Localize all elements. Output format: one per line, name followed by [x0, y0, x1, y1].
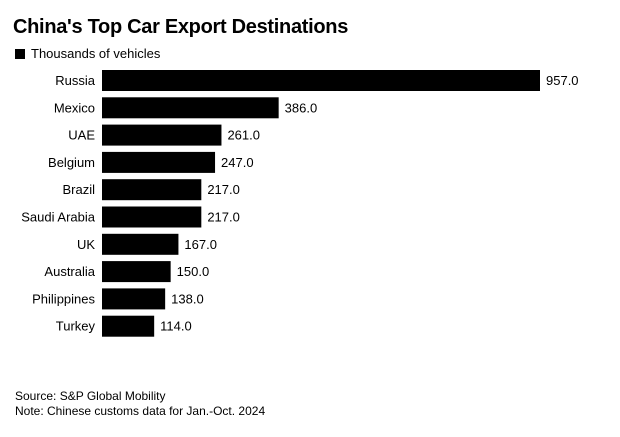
value-label-brazil: 217.0: [207, 182, 240, 197]
category-label-mexico: Mexico: [54, 100, 95, 115]
value-label-uae: 261.0: [227, 128, 260, 143]
value-label-mexico: 386.0: [285, 100, 318, 115]
bar-russia: [102, 70, 540, 91]
bar-mexico: [102, 97, 279, 119]
bar-saudi-arabia: [102, 206, 202, 228]
bar-turkey: [102, 315, 155, 337]
legend-swatch: [15, 48, 25, 59]
value-label-uk: 167.0: [184, 237, 217, 252]
category-label-saudi-arabia: Saudi Arabia: [21, 210, 95, 225]
value-label-belgium: 247.0: [221, 155, 254, 170]
category-label-brazil: Brazil: [62, 182, 95, 197]
footnote: Note: Chinese customs data for Jan.-Oct.…: [15, 404, 266, 418]
category-label-russia: Russia: [55, 73, 96, 88]
value-label-russia: 957.0: [546, 73, 579, 88]
bar-brazil: [102, 179, 202, 201]
category-label-uae: UAE: [68, 128, 95, 143]
value-label-australia: 150.0: [177, 264, 210, 279]
category-label-australia: Australia: [44, 264, 95, 279]
source-note: Source: S&P Global Mobility: [15, 389, 166, 403]
bar-uae: [102, 124, 222, 146]
bar-uk: [102, 233, 179, 255]
legend: Thousands of vehicles: [15, 46, 160, 61]
bar-australia: [102, 261, 171, 283]
category-label-uk: UK: [77, 237, 95, 252]
category-label-belgium: Belgium: [48, 155, 95, 170]
value-label-philippines: 138.0: [171, 291, 204, 306]
value-label-turkey: 114.0: [160, 319, 192, 334]
category-label-turkey: Turkey: [56, 319, 96, 334]
legend-label: Thousands of vehicles: [31, 46, 161, 61]
chart-title: China's Top Car Export Destinations: [13, 16, 349, 38]
category-label-philippines: Philippines: [32, 291, 95, 306]
bar-chart: Russia 957.0 Mexico 386.0 UAE 261.0 Belgium 247…: [21, 70, 579, 337]
value-label-saudi-arabia: 217.0: [207, 210, 240, 225]
bar-belgium: [102, 151, 216, 173]
bar-philippines: [102, 288, 166, 310]
